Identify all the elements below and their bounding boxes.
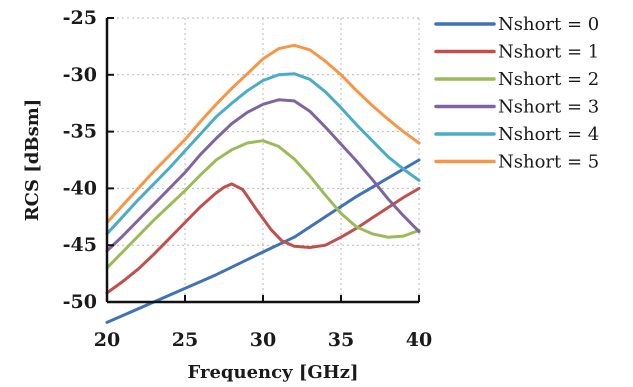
series-lines (105, 43, 421, 324)
y-tick-label: -40 (63, 177, 97, 199)
legend-label-0: Nshort = 0 (498, 14, 599, 35)
ticks: -25 -30 -35 -40 -45 -50 20 25 30 35 40 (63, 7, 433, 351)
series-line-nshort-2 (105, 139, 421, 270)
x-tick-label: 30 (250, 329, 276, 351)
x-tick-label: 40 (406, 329, 432, 351)
series-line-nshort-4 (105, 72, 421, 236)
legend-label-3: Nshort = 3 (498, 97, 599, 118)
y-axis-title: RCS [dBsm] (22, 99, 43, 222)
y-tick-label: -30 (63, 64, 97, 86)
x-tick-label: 35 (328, 329, 354, 351)
legend-label-2: Nshort = 2 (498, 69, 599, 90)
y-tick-label: -25 (63, 7, 97, 29)
y-tick-label: -45 (63, 234, 97, 256)
series-line-nshort-1 (105, 182, 421, 295)
y-tick-label: -35 (63, 121, 97, 143)
series-line-nshort-5 (105, 43, 421, 224)
legend: Nshort = 0 Nshort = 1 Nshort = 2 Nshort = 3… (434, 14, 599, 173)
x-tick-label: 20 (94, 329, 120, 351)
series-line-nshort-0 (105, 158, 421, 324)
legend-label-5: Nshort = 5 (498, 152, 599, 173)
legend-label-1: Nshort = 1 (498, 42, 599, 63)
x-tick-label: 25 (172, 329, 198, 351)
series-line-nshort-3 (105, 98, 421, 253)
legend-label-4: Nshort = 4 (498, 124, 599, 145)
x-axis-title: Frequency [GHz] (188, 362, 359, 383)
y-tick-label: -50 (63, 291, 97, 313)
